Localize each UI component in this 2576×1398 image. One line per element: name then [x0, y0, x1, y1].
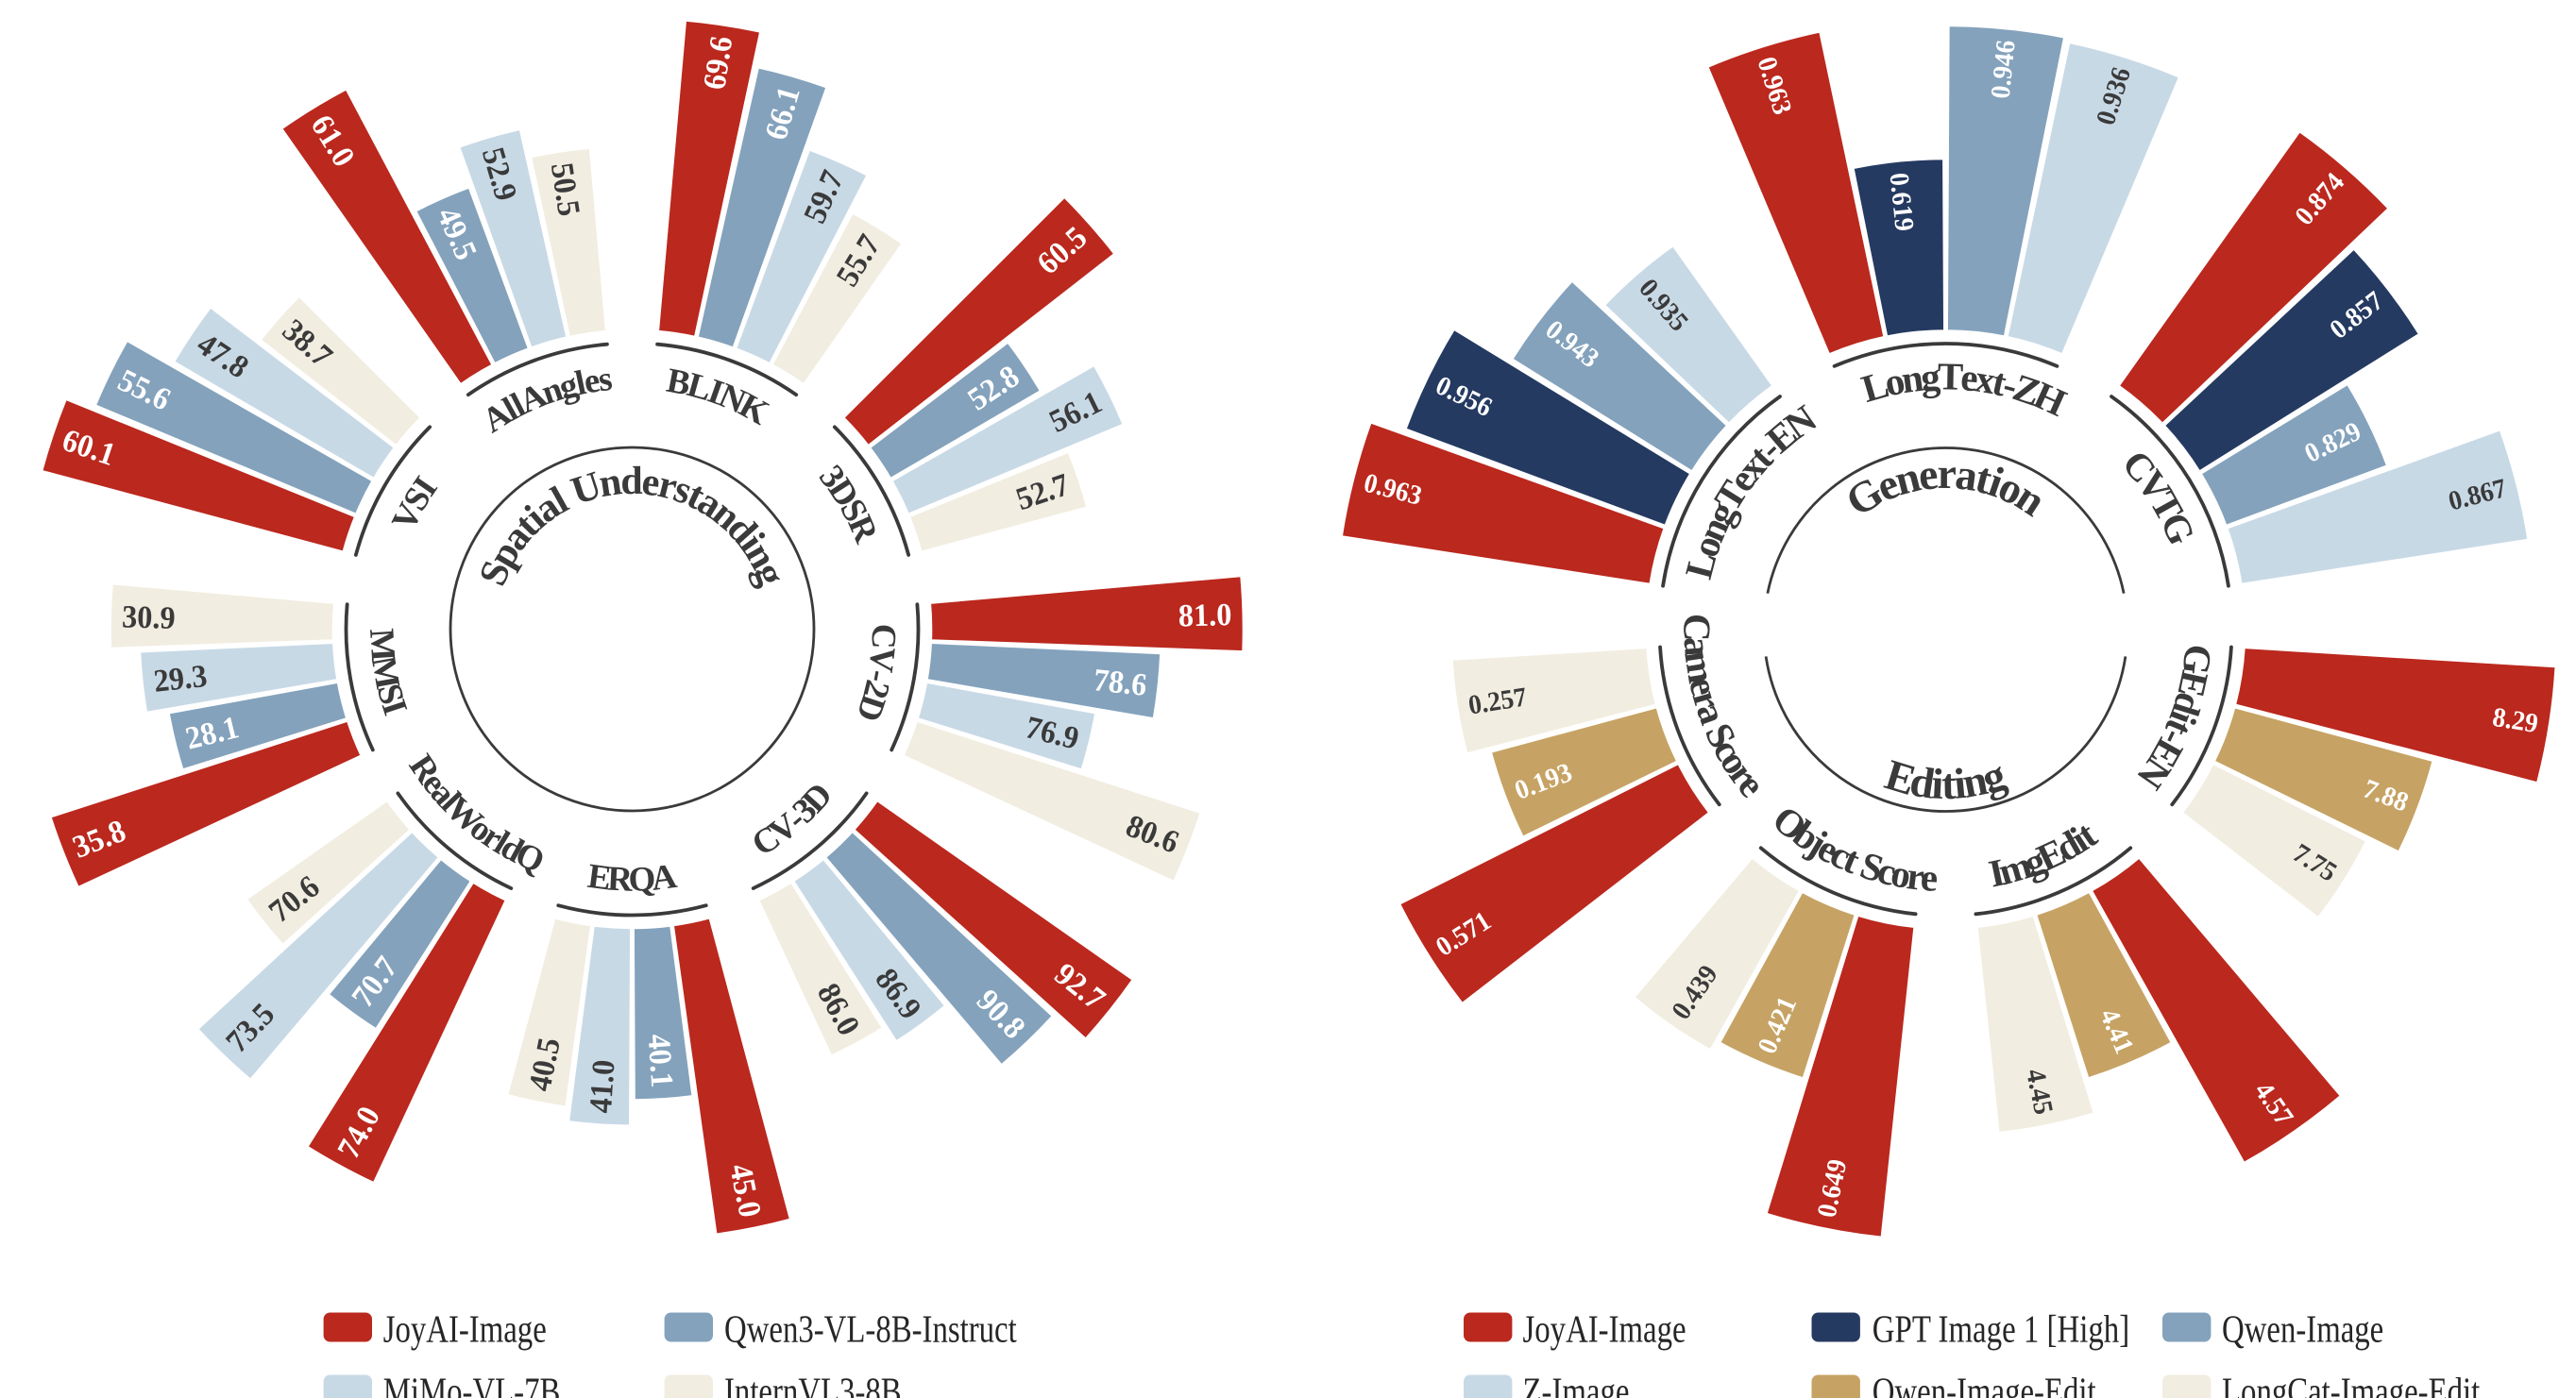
svg-text:e: e: [1958, 355, 1979, 400]
svg-text:Qwen3-VL-8B-Instruct: Qwen3-VL-8B-Instruct: [724, 1307, 1017, 1351]
svg-text:50.5: 50.5: [544, 160, 586, 218]
svg-text:t: t: [1941, 760, 1957, 808]
svg-text:69.6: 69.6: [697, 34, 739, 92]
svg-text:0.619: 0.619: [1884, 171, 1920, 232]
svg-text:Qwen-Image-Edit: Qwen-Image-Edit: [1873, 1370, 2096, 1398]
svg-text:InternVL3-8B: InternVL3-8B: [724, 1370, 902, 1398]
svg-text:0.946: 0.946: [1986, 39, 2022, 100]
svg-text:C: C: [864, 623, 904, 649]
svg-text:A: A: [649, 857, 679, 899]
svg-text:GPT Image 1 [High]: GPT Image 1 [High]: [1873, 1307, 2129, 1351]
svg-text:30.9: 30.9: [122, 599, 176, 635]
svg-text:i: i: [1952, 759, 1969, 808]
svg-text:LongCat-Image-Edit: LongCat-Image-Edit: [2222, 1370, 2481, 1398]
svg-text:29.3: 29.3: [152, 659, 209, 699]
svg-text:i: i: [1930, 759, 1945, 808]
svg-text:Q: Q: [628, 860, 656, 900]
svg-text:40.1: 40.1: [641, 1033, 680, 1088]
svg-text:78.6: 78.6: [1092, 663, 1148, 703]
svg-text:r: r: [1937, 449, 1957, 497]
svg-text:41.0: 41.0: [584, 1059, 622, 1115]
svg-text:81.0: 81.0: [1178, 598, 1231, 633]
svg-text:R: R: [606, 860, 635, 900]
svg-text:JoyAI-Image: JoyAI-Image: [383, 1307, 547, 1351]
svg-text:e: e: [582, 361, 603, 401]
svg-text:Z-Image: Z-Image: [1523, 1370, 1630, 1398]
svg-text:8.29: 8.29: [2490, 702, 2540, 739]
svg-text:G: G: [2174, 642, 2220, 677]
svg-text:M: M: [362, 628, 402, 663]
svg-text:Qwen-Image: Qwen-Image: [2222, 1307, 2383, 1351]
svg-text:r: r: [1905, 853, 1927, 899]
svg-text:T: T: [1937, 354, 1963, 398]
svg-text:d: d: [620, 460, 643, 503]
svg-text:M: M: [364, 653, 407, 693]
svg-text:s: s: [597, 360, 615, 399]
svg-text:a: a: [1675, 635, 1720, 658]
svg-text:E: E: [585, 857, 614, 899]
svg-text:m: m: [1676, 648, 1724, 686]
svg-text:V: V: [861, 645, 903, 675]
svg-text:g: g: [1920, 354, 1942, 398]
svg-text:MiMo-VL-7B: MiMo-VL-7B: [383, 1370, 561, 1398]
svg-text:e: e: [1919, 855, 1939, 900]
svg-text:C: C: [1675, 614, 1719, 642]
svg-text:JoyAI-Image: JoyAI-Image: [1523, 1307, 1686, 1351]
